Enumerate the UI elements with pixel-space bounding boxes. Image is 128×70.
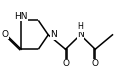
Text: O: O [62,59,69,68]
Text: N: N [50,30,57,39]
Text: HN: HN [14,12,27,21]
Text: O: O [2,30,8,39]
Text: O: O [92,59,99,68]
Text: N: N [77,30,84,39]
Text: H: H [77,22,83,31]
